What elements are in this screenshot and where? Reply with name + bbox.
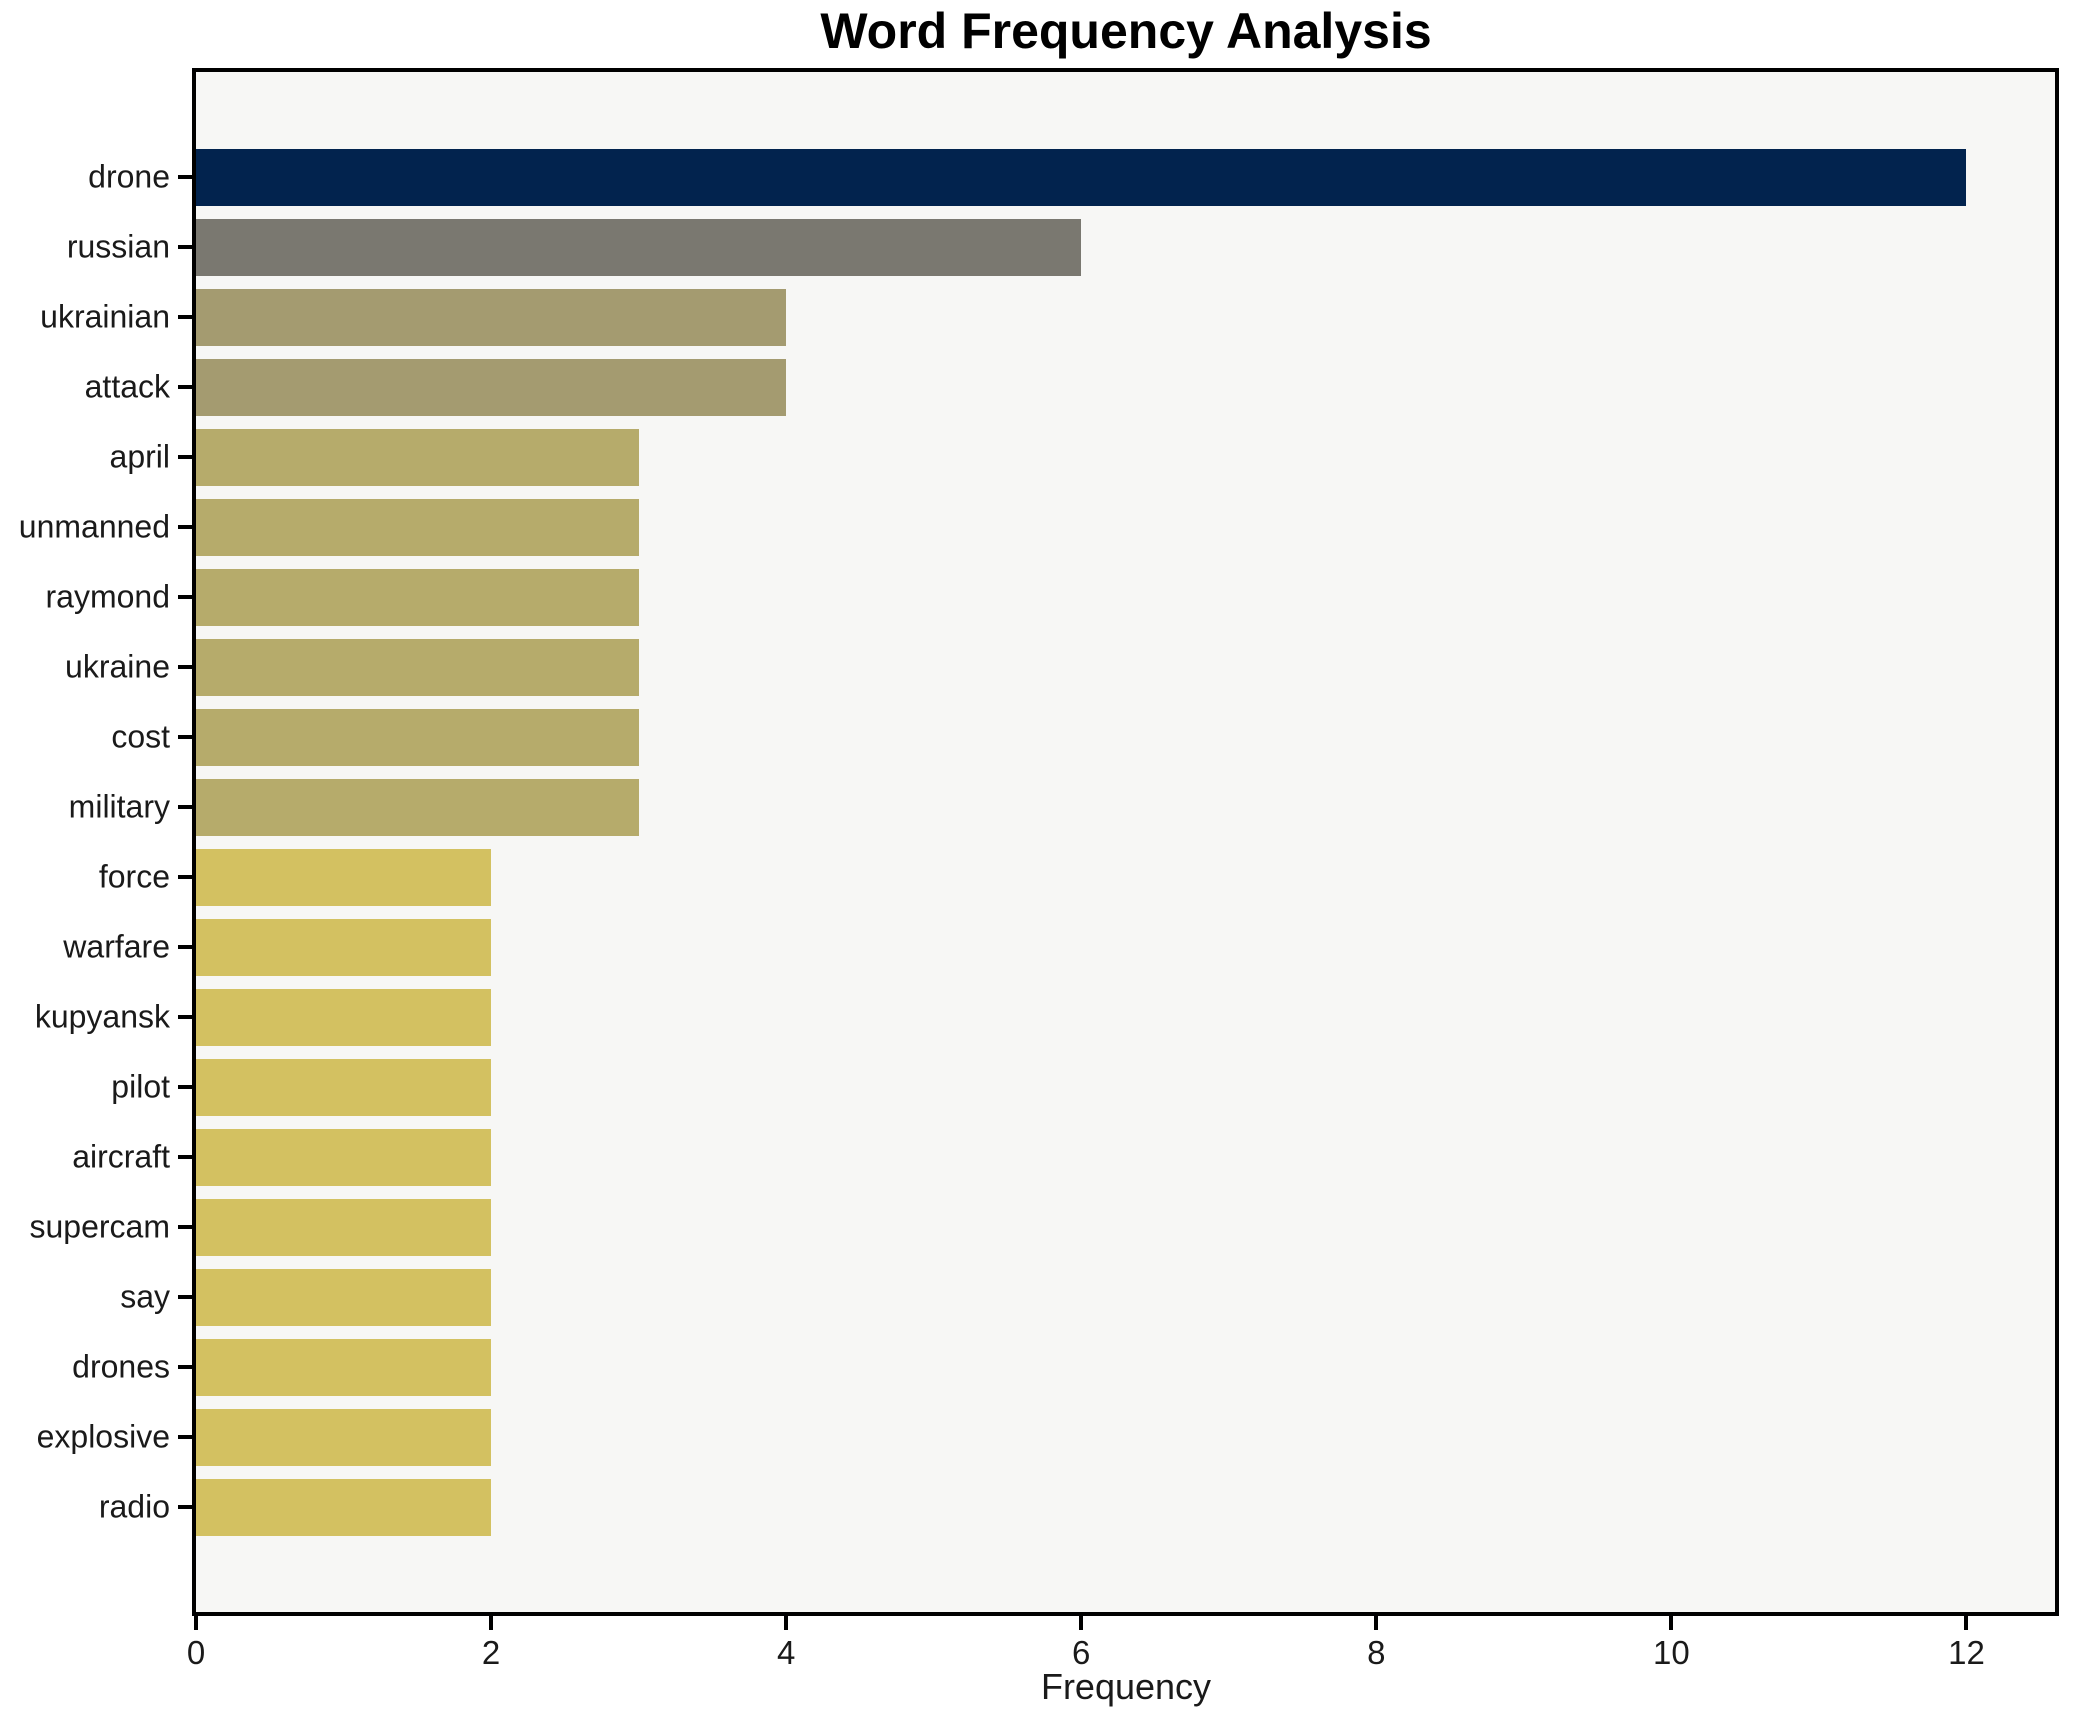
bar — [196, 1268, 492, 1326]
bar — [196, 848, 492, 906]
bar — [196, 918, 492, 976]
bar-row: cost — [111, 702, 2055, 772]
x-tick-mark — [194, 1616, 198, 1630]
y-tick-mark — [178, 875, 192, 879]
y-tick-label: radio — [98, 1488, 170, 1525]
y-tick-label: pilot — [111, 1068, 170, 1105]
y-tick-mark — [178, 1225, 192, 1229]
bar — [196, 568, 639, 626]
y-tick-mark — [178, 385, 192, 389]
y-tick-label: attack — [84, 368, 170, 405]
x-axis: 0 2 4 6 8 10 12 — [187, 1616, 2055, 1671]
bar-row: explosive — [37, 1402, 2055, 1472]
bar — [196, 988, 492, 1046]
bar-row: military — [69, 772, 2055, 842]
bar-row: warfare — [63, 912, 2055, 982]
y-tick-label: explosive — [36, 1418, 170, 1455]
x-tick-label: 10 — [1653, 1634, 1690, 1671]
bar-row: ukraine — [65, 632, 2055, 702]
y-tick-mark — [178, 1295, 192, 1299]
bar-row: april — [110, 422, 2055, 492]
y-tick-mark — [178, 315, 192, 319]
bar-row: unmanned — [19, 492, 2055, 562]
bars-container: drone russian ukrainian attack april unm… — [19, 72, 2055, 1612]
bar — [196, 1128, 492, 1186]
x-tick-mark — [1669, 1616, 1674, 1630]
y-tick-mark — [178, 245, 192, 249]
x-tick-label: 0 — [186, 1634, 206, 1671]
x-tick-label: 4 — [776, 1634, 796, 1671]
y-tick-label: force — [98, 858, 170, 895]
bar-row: russian — [67, 212, 2055, 282]
bar-row: drones — [72, 1332, 2055, 1402]
bar-row: attack — [85, 352, 2055, 422]
y-tick-label: raymond — [45, 578, 171, 615]
y-tick-mark — [178, 1155, 192, 1159]
x-tick-label: 2 — [481, 1634, 501, 1671]
bar-row: say — [120, 1262, 2055, 1332]
y-tick-mark — [178, 1435, 192, 1439]
y-tick-mark — [178, 665, 192, 669]
bar — [196, 1198, 492, 1256]
y-tick-mark — [178, 595, 192, 599]
y-tick-label: drone — [88, 158, 170, 195]
y-tick-mark — [178, 945, 192, 949]
bar-row: force — [99, 842, 2055, 912]
bar-row: pilot — [111, 1052, 2055, 1122]
bar — [196, 778, 639, 836]
y-tick-label: drones — [72, 1348, 170, 1385]
y-tick-label: ukrainian — [40, 298, 170, 335]
bar — [196, 1478, 492, 1536]
bar — [196, 638, 639, 696]
y-tick-label: aircraft — [72, 1138, 170, 1175]
y-tick-label: unmanned — [18, 508, 170, 545]
x-tick-label: 8 — [1367, 1634, 1386, 1671]
y-tick-label: warfare — [63, 928, 170, 965]
y-tick-mark — [178, 735, 192, 739]
y-tick-label: kupyansk — [34, 998, 170, 1035]
bar-row: ukrainian — [40, 282, 2055, 352]
x-tick-label: 6 — [1072, 1634, 1091, 1671]
x-tick-mark — [784, 1616, 789, 1630]
chart-title: Word Frequency Analysis — [820, 3, 1432, 59]
y-tick-mark — [178, 1505, 192, 1509]
bar-row: drone — [88, 142, 2055, 212]
bar-row: supercam — [30, 1192, 2055, 1262]
y-tick-mark — [178, 525, 192, 529]
bar — [196, 358, 787, 416]
bar — [196, 288, 787, 346]
bar — [196, 708, 639, 766]
bar — [196, 1338, 492, 1396]
bar — [196, 1058, 492, 1116]
y-tick-mark — [178, 455, 192, 459]
y-tick-mark — [178, 175, 192, 179]
y-tick-label: military — [68, 788, 170, 825]
x-tick-mark — [1964, 1616, 1969, 1630]
x-tick-label: 12 — [1948, 1634, 1985, 1671]
y-tick-label: supercam — [29, 1208, 171, 1245]
y-tick-mark — [178, 1085, 192, 1089]
bar — [196, 1408, 492, 1466]
x-tick-mark — [489, 1616, 494, 1630]
y-tick-label: cost — [111, 718, 170, 755]
y-tick-label: ukraine — [65, 648, 170, 685]
y-tick-label: russian — [66, 228, 170, 265]
bar — [196, 428, 639, 486]
bar — [196, 148, 1967, 206]
y-tick-label: april — [109, 438, 170, 475]
plot-area: drone russian ukrainian attack april unm… — [19, 68, 2059, 1616]
bar-row: kupyansk — [35, 982, 2055, 1052]
x-tick-mark — [1374, 1616, 1379, 1630]
y-tick-mark — [178, 1015, 192, 1019]
bar-row: radio — [99, 1472, 2055, 1542]
x-axis-label: Frequency — [1040, 1666, 1212, 1707]
bar — [196, 498, 639, 556]
y-tick-label: say — [120, 1278, 170, 1315]
bar — [196, 218, 1082, 276]
x-tick-mark — [1079, 1616, 1084, 1630]
y-tick-mark — [178, 1365, 192, 1369]
bar-row: raymond — [46, 562, 2055, 632]
bar-row: aircraft — [72, 1122, 2055, 1192]
y-tick-mark — [178, 805, 192, 809]
